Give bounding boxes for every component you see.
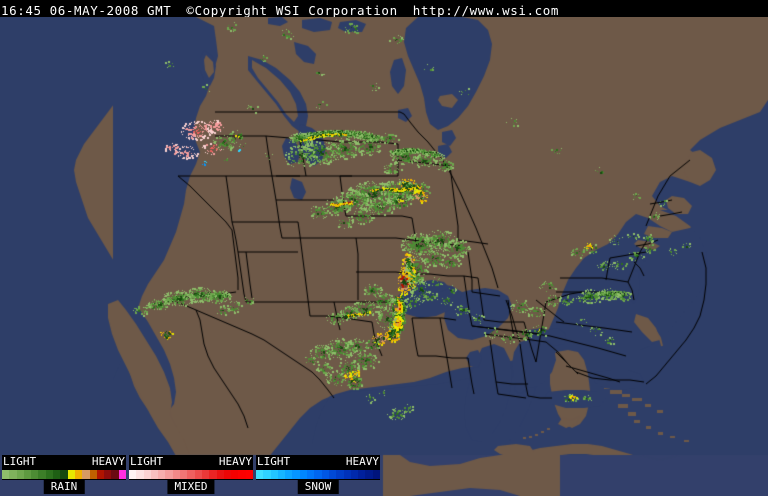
- timestamp-timezone: GMT: [147, 3, 172, 17]
- legend-swatch: [277, 470, 286, 479]
- legend-swatch: [31, 470, 39, 479]
- legend-swatch: [256, 470, 264, 479]
- legend-group-rain[interactable]: LIGHT HEAVY RAIN: [2, 455, 127, 494]
- legend-swatch: [74, 470, 83, 479]
- timestamp-date: 06-MAY-2008: [49, 3, 140, 17]
- legend-swatch: [158, 470, 166, 479]
- timestamp-time: 16:45: [1, 3, 42, 17]
- legend-swatch: [136, 470, 144, 479]
- legend-rain-title: RAIN: [43, 480, 85, 494]
- legend-swatch: [292, 470, 300, 479]
- legend-snow-heavy-label: HEAVY: [345, 455, 379, 468]
- legend-snow-gradient: [256, 469, 381, 480]
- legend-group-snow[interactable]: LIGHT HEAVY SNOW: [256, 455, 381, 494]
- legend-mixed-heavy-label: HEAVY: [218, 455, 252, 468]
- legend-swatch: [143, 470, 151, 479]
- legend-swatch: [201, 470, 210, 479]
- legend-swatch: [321, 470, 329, 479]
- legend-mixed-header: LIGHT HEAVY: [129, 455, 253, 469]
- legend-swatch: [209, 470, 217, 479]
- legend-swatch: [89, 470, 97, 479]
- legend-snow-light-label: LIGHT: [257, 455, 291, 468]
- legend-swatch: [172, 470, 181, 479]
- legend-swatch: [336, 470, 344, 479]
- legend-swatch: [53, 470, 61, 479]
- legend-swatch: [60, 470, 68, 479]
- legend-swatch: [231, 470, 239, 479]
- precipitation-legend: LIGHT HEAVY RAIN LIGHT HEAVY MIXED LIGHT…: [0, 455, 768, 496]
- legend-snow-header: LIGHT HEAVY: [256, 455, 380, 469]
- legend-swatch: [104, 470, 112, 479]
- legend-swatch: [165, 470, 173, 479]
- legend-swatch: [187, 470, 195, 479]
- legend-group-mixed[interactable]: LIGHT HEAVY MIXED: [129, 455, 254, 494]
- legend-mixed-name-row: MIXED: [129, 480, 253, 494]
- legend-swatch: [111, 470, 119, 479]
- legend-swatch: [2, 470, 10, 479]
- source-url[interactable]: http://www.wsi.com: [412, 3, 559, 17]
- legend-swatch: [358, 470, 366, 479]
- legend-rain-gradient: [2, 469, 127, 480]
- legend-swatch: [299, 470, 308, 479]
- legend-swatch: [16, 470, 24, 479]
- legend-swatch: [45, 470, 54, 479]
- legend-mixed-title: MIXED: [167, 480, 215, 494]
- legend-swatch: [365, 470, 373, 479]
- legend-mixed-gradient: [129, 469, 254, 480]
- legend-swatch: [223, 470, 232, 479]
- legend-swatch: [150, 470, 159, 479]
- legend-mixed-light-label: LIGHT: [130, 455, 164, 468]
- legend-swatch: [9, 470, 17, 479]
- legend-swatch: [194, 470, 202, 479]
- legend-snow-name-row: SNOW: [256, 480, 380, 494]
- legend-swatch: [270, 470, 278, 479]
- legend-swatch: [238, 470, 246, 479]
- legend-rain-light-label: LIGHT: [3, 455, 37, 468]
- legend-rain-heavy-label: HEAVY: [91, 455, 125, 468]
- legend-swatch: [23, 470, 32, 479]
- legend-swatch: [180, 470, 188, 479]
- legend-swatch: [307, 470, 315, 479]
- header-bar: 16:45 06-MAY-2008 GMT ©Copyright WSI Corpor…: [0, 0, 768, 17]
- legend-swatch: [285, 470, 293, 479]
- legend-rain-header: LIGHT HEAVY: [2, 455, 126, 469]
- legend-swatch: [67, 470, 75, 479]
- legend-swatch: [38, 470, 46, 479]
- legend-swatch: [129, 470, 137, 479]
- legend-swatch: [216, 470, 224, 479]
- legend-swatch: [118, 470, 127, 479]
- legend-swatch: [96, 470, 105, 479]
- legend-swatch: [372, 470, 381, 479]
- legend-swatch: [314, 470, 322, 479]
- legend-swatch: [350, 470, 359, 479]
- legend-swatch: [343, 470, 351, 479]
- legend-swatch: [328, 470, 337, 479]
- legend-snow-title: SNOW: [297, 480, 339, 494]
- legend-rain-name-row: RAIN: [2, 480, 126, 494]
- legend-swatch: [245, 470, 254, 479]
- legend-swatch: [82, 470, 90, 479]
- legend-swatch: [263, 470, 271, 479]
- copyright-notice: ©Copyright WSI Corporation: [186, 3, 398, 17]
